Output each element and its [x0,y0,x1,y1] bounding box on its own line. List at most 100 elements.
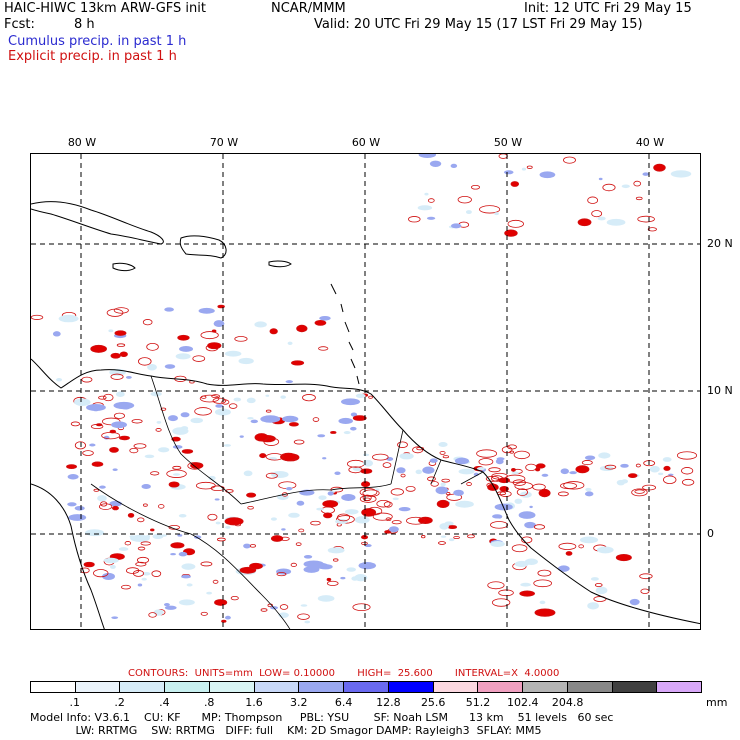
precip-cell [519,590,536,597]
precip-cell [390,488,404,496]
precip-cell [418,154,437,158]
colorbar-tick-label: 6.4 [334,696,353,709]
precip-cell [450,223,462,229]
model-info-line2: LW: RRTMG SW: RRTMG DIFF: full KM: 2D Sm… [30,724,542,737]
precip-cell [287,341,293,345]
precip-cell [492,514,503,519]
precip-cell [167,415,178,422]
precip-cell [66,464,77,469]
precip-cell [108,329,114,333]
precip-cell [121,584,131,590]
precip-cell [514,498,523,504]
precip-cell [243,470,253,477]
precip-cell [337,513,351,522]
precip-cell [376,499,391,508]
precip-cell [507,219,524,228]
precip-cell [335,518,348,524]
colorbar-unit: mm [706,696,728,709]
precip-cell [334,471,341,475]
precip-cell [80,567,90,574]
precip-cell [629,598,640,606]
precip-cell [681,467,694,475]
precip-cell [653,163,666,172]
precip-cell [322,457,327,460]
precip-cell [228,403,238,409]
map-canvas [31,154,700,629]
precip-cell [569,471,577,475]
precip-cell [247,505,254,510]
precip-cell [663,475,677,485]
precip-cell [415,469,422,475]
precip-cell [470,184,480,190]
precip-cell [96,423,103,427]
precip-cell [135,561,147,567]
precip-cell [119,351,128,358]
precip-cell [131,419,143,424]
colorbar-cell [344,682,389,692]
contour-info: CONTOURS: UNITS=mm LOW= 0.10000 HIGH= 25… [128,668,560,679]
precip-cell [263,437,280,446]
precip-cell [247,417,254,420]
precip-cell [539,600,546,605]
precip-cell [412,446,424,454]
precip-cell [280,395,286,399]
precip-cell [137,546,146,551]
precip-cell [539,171,556,179]
precip-cell [90,344,107,353]
precip-cell [490,475,504,482]
precip-cell [158,447,170,453]
precip-cell [118,435,130,441]
precip-cell [340,576,346,580]
precip-cell [465,210,472,215]
precip-cell [341,494,356,501]
precip-cell [246,492,257,498]
precip-cell [487,581,505,590]
colorbar-cell [388,682,434,692]
colorbar-cell [478,682,524,692]
precip-cell [490,541,505,547]
precip-cell [440,482,446,487]
precip-cell [634,489,645,494]
precip-cell [344,509,359,515]
precip-cell [129,447,139,454]
colorbar-cell [433,682,479,692]
colorbar-tick-label: 51.2 [465,696,491,709]
precip-cell [230,595,239,601]
precip-cell [164,605,177,610]
precip-cell [557,565,570,572]
precip-cell [338,417,353,425]
precip-cell [594,582,603,588]
precip-cell [350,426,357,431]
precip-cell [225,526,231,529]
precip-cell [74,441,86,450]
precip-cell [602,183,616,192]
precip-cell [587,602,599,610]
graticule [31,154,700,629]
precip-cell [447,525,458,529]
precip-cell [74,506,85,511]
precip-cell [598,452,611,459]
colorbar-tick-label: 1.6 [245,696,263,709]
precip-cell [212,397,227,404]
precip-cell [399,452,414,460]
precip-cell [327,547,345,554]
precip-cell [435,486,449,495]
precip-cell [109,447,119,453]
precip-cell [181,563,196,570]
precip-cell [93,569,109,578]
precip-cell [526,165,533,169]
precip-cell [259,453,267,459]
precip-cell [130,534,150,542]
precip-cell [558,542,577,551]
precip-cell [372,453,389,461]
precip-cell [269,328,278,335]
precip-cell [391,520,402,525]
precip-cell [150,528,155,532]
precip-cell [179,346,194,352]
precip-cell [319,315,331,321]
precip-cell [518,511,536,519]
colorbar-cell [612,682,658,692]
precip-cell [168,481,180,488]
precip-cell [254,321,267,328]
precip-cell [439,523,449,530]
